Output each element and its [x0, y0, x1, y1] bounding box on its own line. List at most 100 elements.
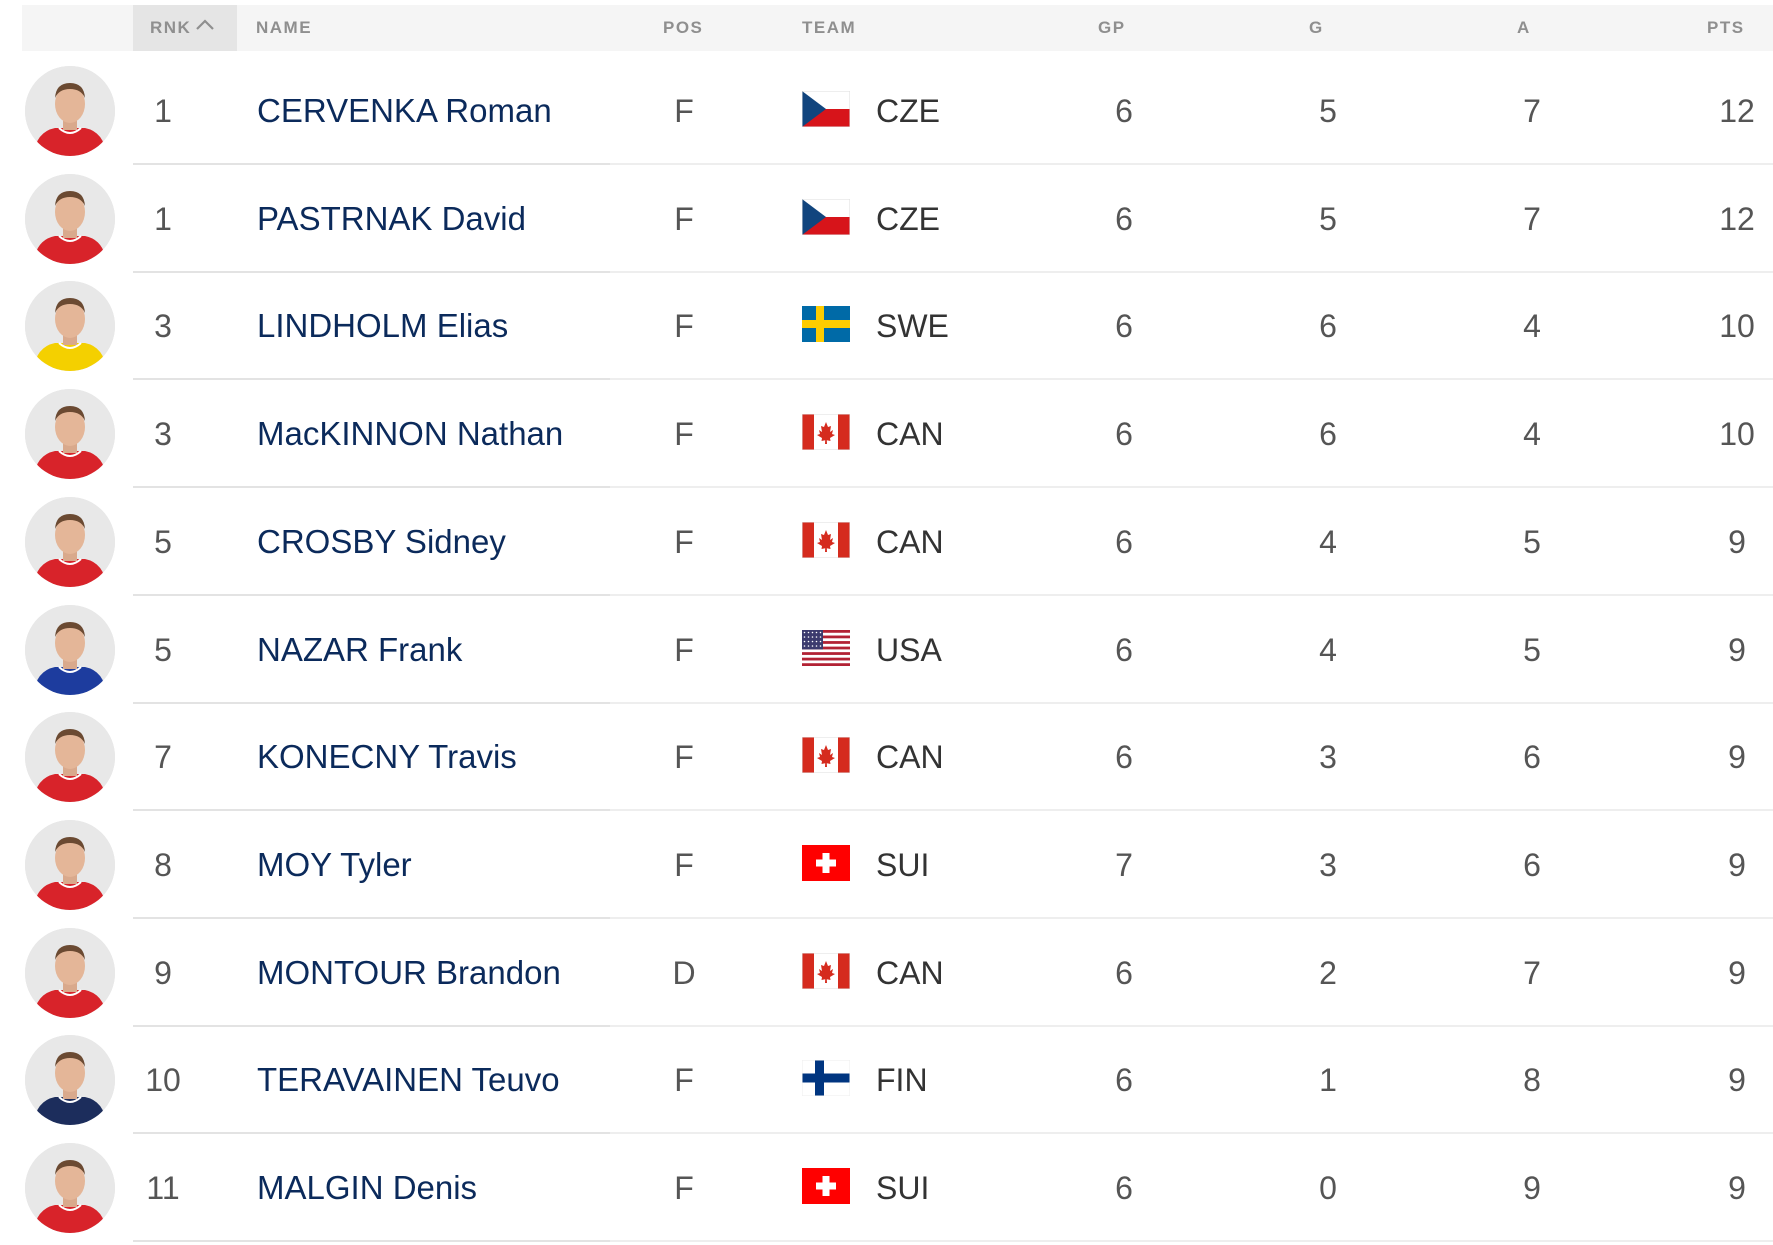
assists-cell: 5 [1523, 631, 1541, 668]
player-avatar[interactable] [25, 66, 115, 156]
goals-cell: 4 [1319, 523, 1337, 560]
player-name-link[interactable]: MOY Tyler [257, 845, 412, 883]
table-row: 1 F 6 5 7 12 CERVENKA Roman CZE [0, 57, 1773, 165]
assists-cell: 7 [1523, 954, 1541, 991]
goals-cell: 4 [1319, 631, 1337, 668]
row-divider [610, 701, 1773, 704]
column-header-pts[interactable]: PTS [1707, 18, 1745, 37]
player-name-link[interactable]: MONTOUR Brandon [257, 953, 561, 991]
rank-cell: 5 [154, 523, 172, 560]
column-header-gp[interactable]: GP [1098, 18, 1126, 37]
goals-cell: 5 [1319, 200, 1337, 237]
player-avatar[interactable] [25, 1035, 115, 1126]
team-code: CAN [876, 416, 944, 453]
table-row: 10 F 6 1 8 9 TERAVAINEN Teuvo FIN [0, 1026, 1773, 1135]
table-header [22, 5, 1773, 51]
goals-cell: 0 [1319, 1170, 1337, 1206]
rank-cell: 3 [154, 416, 172, 453]
team-code: SUI [876, 846, 930, 883]
rank-cell: 1 [154, 200, 172, 237]
position-cell: F [674, 739, 694, 776]
position-cell: F [674, 523, 694, 560]
points-cell: 12 [1719, 93, 1755, 129]
gp-cell: 6 [1115, 523, 1133, 560]
position-cell: F [674, 846, 694, 883]
table-row: 5 F 6 4 5 9 CROSBY Sidney CAN [0, 488, 1773, 596]
team-code: CZE [876, 200, 940, 237]
player-avatar[interactable] [25, 496, 115, 587]
row-divider [133, 809, 610, 812]
chevron-up-icon [195, 3, 215, 49]
assists-cell: 9 [1523, 1170, 1541, 1206]
row-divider [133, 486, 610, 489]
player-avatar[interactable] [25, 819, 115, 910]
player-avatar[interactable] [25, 927, 115, 1018]
player-avatar[interactable] [25, 281, 115, 372]
team-code: FIN [876, 1062, 928, 1099]
row-divider [610, 378, 1773, 381]
player-name-link[interactable]: MacKINNON Nathan [257, 415, 564, 453]
column-header-rnk[interactable]: RNK [150, 5, 215, 51]
goals-cell: 1 [1319, 1062, 1337, 1099]
points-cell: 9 [1728, 846, 1746, 883]
position-cell: F [674, 1062, 694, 1099]
team-code: CAN [876, 523, 944, 560]
gp-cell: 6 [1115, 416, 1133, 453]
rank-cell: 10 [145, 1062, 181, 1099]
player-name-link[interactable]: KONECNY Travis [257, 738, 517, 776]
column-header-a[interactable]: A [1517, 18, 1531, 37]
table-row: 3 F 6 6 4 10 LINDHOLM Elias SWE [0, 272, 1773, 381]
player-avatar[interactable] [25, 1143, 115, 1233]
player-name-link[interactable]: CERVENKA Roman [257, 92, 552, 129]
points-cell: 10 [1719, 416, 1755, 453]
player-avatar[interactable] [25, 712, 115, 803]
canada-flag-icon [801, 413, 851, 451]
gp-cell: 6 [1115, 631, 1133, 668]
player-name-link[interactable]: TERAVAINEN Teuvo [257, 1061, 560, 1099]
column-header-g[interactable]: G [1309, 18, 1324, 37]
gp-cell: 6 [1115, 1170, 1133, 1206]
gp-cell: 6 [1115, 739, 1133, 776]
czech-flag-icon [801, 198, 851, 236]
position-cell: F [674, 93, 694, 129]
gp-cell: 7 [1115, 846, 1133, 883]
table-row: 9 D 6 2 7 9 MONTOUR Brandon CAN [0, 919, 1773, 1027]
sweden-flag-icon [802, 306, 850, 343]
row-divider [133, 1024, 610, 1027]
player-avatar[interactable] [25, 389, 115, 480]
row-divider [133, 593, 610, 596]
canada-flag-icon [801, 736, 851, 774]
assists-cell: 7 [1523, 200, 1541, 237]
player-name-link[interactable]: NAZAR Frank [257, 630, 463, 668]
row-divider [610, 270, 1773, 273]
position-cell: F [674, 1170, 694, 1206]
table-row: 7 F 6 3 6 9 KONECNY Travis CAN [0, 703, 1773, 812]
team-code: SUI [876, 1170, 930, 1206]
column-header-label: RNK [150, 18, 192, 37]
player-avatar[interactable] [25, 173, 115, 264]
team-code: SWE [876, 308, 949, 345]
player-name-link[interactable]: CROSBY Sidney [257, 522, 506, 560]
goals-cell: 3 [1319, 739, 1337, 776]
rank-cell: 8 [154, 846, 172, 883]
sorted-column-highlight [133, 5, 237, 51]
goals-cell: 6 [1319, 308, 1337, 345]
position-cell: F [674, 200, 694, 237]
player-avatar[interactable] [25, 604, 115, 695]
position-cell: D [672, 954, 696, 991]
row-divider [610, 593, 1773, 596]
row-divider [610, 1132, 1773, 1135]
points-cell: 12 [1719, 200, 1755, 237]
assists-cell: 4 [1523, 308, 1541, 345]
player-name-link[interactable]: MALGIN Denis [257, 1169, 478, 1206]
player-name-link[interactable]: PASTRNAK David [257, 199, 526, 237]
table-row: 11 F 6 0 9 9 MALGIN Denis SUI [0, 1134, 1773, 1242]
column-header-name[interactable]: NAME [256, 18, 313, 37]
gp-cell: 6 [1115, 954, 1133, 991]
table-row: 5 F 6 4 5 9 NAZAR Frank USA [0, 596, 1773, 704]
canada-flag-icon [801, 521, 851, 559]
column-header-team[interactable]: TEAM [802, 18, 857, 37]
column-header-pos[interactable]: POS [663, 18, 704, 37]
assists-cell: 5 [1523, 523, 1541, 560]
player-name-link[interactable]: LINDHOLM Elias [257, 307, 509, 345]
